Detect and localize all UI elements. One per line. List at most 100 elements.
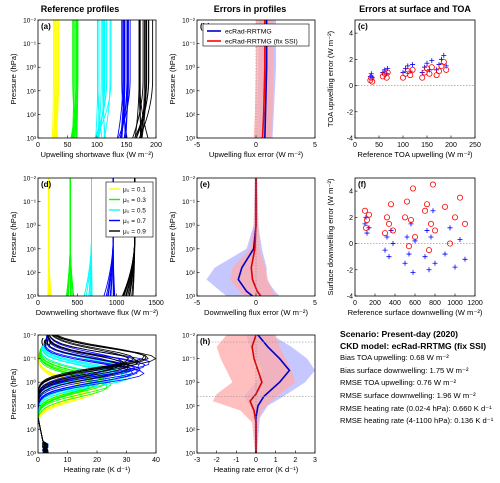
x-tick-label: 20 (93, 457, 101, 464)
x-tick-label: 10 (64, 457, 72, 464)
y-tick-label: 10⁻¹ (23, 199, 37, 206)
y-tick-label: 10⁻² (23, 176, 37, 183)
scatter-point-circle (424, 202, 429, 207)
scatter-point-circle (364, 217, 369, 222)
y-tick-label: 10⁻¹ (23, 41, 37, 48)
y-tick-label: 10² (186, 112, 196, 119)
y-axis-label: TOA upwelling error (W m⁻²) (326, 30, 335, 127)
y-tick-label: 10⁰ (185, 64, 195, 72)
panel-label: (f) (358, 180, 366, 189)
summary-line: RMSE surface downwelling: 1.96 W m⁻² (340, 392, 500, 400)
summary-scenario: Scenario: Present-day (2020) (340, 330, 500, 339)
scatter-point-plus (431, 208, 436, 213)
scatter-point-plus (405, 235, 410, 240)
profile-line (52, 20, 53, 138)
x-axis-label: Reference surface downwelling (W m⁻²) (348, 308, 483, 317)
y-axis-label: Pressure (hPa) (9, 53, 18, 105)
x-tick-label: -3 (194, 457, 200, 464)
scatter-point-plus (407, 252, 412, 257)
summary-line: Bias surface downwelling: 1.75 W m⁻² (340, 367, 500, 375)
scatter-point-circle (457, 195, 462, 200)
x-tick-label: 0 (36, 142, 40, 149)
x-tick-label: 0 (254, 142, 258, 149)
y-axis-label: Pressure (hPa) (9, 368, 18, 420)
scatter-point-circle (362, 208, 367, 213)
scatter-point-plus (453, 265, 458, 270)
scatter-point-circle (410, 67, 415, 72)
panel-b: -5 0 5 10⁻² 10⁻¹ 10⁰ 10¹ 10² 10³ Upwelling flux e… (168, 18, 317, 160)
panel-d: 0 500 1000 150010⁻²10⁻¹10⁰10¹10²10³Downwell… (9, 176, 164, 318)
x-tick-label: -1 (233, 457, 239, 464)
x-tick-label: 1 (274, 457, 278, 464)
y-tick-label: 10⁰ (185, 379, 195, 387)
y-tick-label: 10³ (186, 451, 196, 458)
y-tick-label: 10¹ (186, 246, 196, 253)
x-tick-label: 30 (123, 457, 131, 464)
y-tick-label: 10⁰ (26, 64, 36, 72)
y-axis-label: Pressure (hPa) (9, 211, 18, 263)
scatter-point-plus (458, 237, 463, 242)
x-axis-label: Downwelling flux error (W m⁻²) (204, 308, 308, 317)
y-tick-label: 10³ (186, 136, 196, 143)
x-tick-label: 1000 (447, 300, 463, 307)
y-tick-label: 10² (27, 112, 37, 119)
legend-label: μ₀ = 0.3 (123, 197, 146, 204)
y-tick-label: 10⁰ (26, 222, 36, 230)
legend-label: μ₀ = 0.9 (123, 229, 146, 236)
x-tick-label: 250 (469, 142, 481, 149)
plot-area (355, 53, 475, 86)
panel-label: (d) (41, 180, 52, 189)
scatter-point-plus (391, 241, 396, 246)
y-tick-label: 10⁻² (182, 333, 196, 340)
x-tick-label: 200 (369, 300, 381, 307)
x-tick-label: 0 (353, 142, 357, 149)
y-tick-label: 10¹ (27, 246, 37, 253)
summary-block: Scenario: Present-day (2020) CKD model: … (340, 330, 500, 430)
y-tick-label: 10⁻¹ (182, 199, 196, 206)
summary-line: RMSE heating rate (4-1100 hPa): 0.136 K … (340, 417, 500, 425)
legend-label: ecRad-RRTMG (fix SSI) (225, 39, 298, 46)
profile-line (96, 20, 98, 138)
scatter-point-circle (406, 244, 411, 249)
scatter-point-plus (405, 63, 410, 68)
x-tick-label: -5 (194, 142, 200, 149)
summary-line: Bias TOA upwelling: 0.68 W m⁻² (340, 354, 500, 362)
legend-label: μ₀ = 0.5 (123, 208, 146, 215)
y-tick-label: 10¹ (27, 88, 37, 95)
x-tick-label: 1500 (148, 300, 164, 307)
panel-f: 0 200 400 600 800 1000 1200 -4 -2 0 2 4 Reference su… (326, 178, 483, 317)
panel-c: 0 50 100 150 200 250 -4 -2 0 2 4 Reference TOA upwe… (326, 20, 481, 159)
x-tick-label: 100 (397, 142, 409, 149)
scatter-point-circle (432, 228, 437, 233)
scatter-point-circle (424, 66, 429, 71)
x-tick-label: 1000 (109, 300, 125, 307)
panel-label: (a) (41, 22, 51, 31)
column-title-errors-profiles: Errors in profiles (214, 4, 287, 14)
scatter-point-circle (452, 215, 457, 220)
scatter-point-plus (425, 228, 430, 233)
plot-area (38, 335, 156, 453)
x-tick-label: 150 (421, 142, 433, 149)
scatter-point-circle (434, 72, 439, 77)
y-tick-label: 4 (349, 31, 353, 38)
y-tick-label: 10³ (27, 294, 37, 301)
x-tick-label: 50 (375, 142, 383, 149)
y-tick-label: 2 (349, 57, 353, 64)
x-axis-label: Upwelling flux error (W m⁻²) (209, 150, 304, 159)
x-tick-label: 600 (409, 300, 421, 307)
scatter-point-plus (429, 235, 434, 240)
scatter-point-circle (428, 221, 433, 226)
y-tick-label: -2 (347, 109, 353, 116)
panel-e: -5 0 510⁻²10⁻¹10⁰10¹10²10³Downwelling flux… (168, 176, 317, 318)
legend-label: μ₀ = 0.7 (123, 218, 146, 225)
y-tick-label: 10⁰ (185, 222, 195, 230)
y-tick-label: 10⁰ (26, 379, 36, 387)
scatter-point-plus (425, 61, 430, 66)
x-axis-label: Downwelling shortwave flux (W m⁻²) (36, 308, 159, 317)
x-tick-label: 0 (36, 300, 40, 307)
scatter-point-circle (386, 221, 391, 226)
scatter-point-circle (402, 215, 407, 220)
y-tick-label: -4 (347, 136, 353, 143)
profile-line (98, 20, 99, 138)
scatter-point-plus (367, 225, 372, 230)
